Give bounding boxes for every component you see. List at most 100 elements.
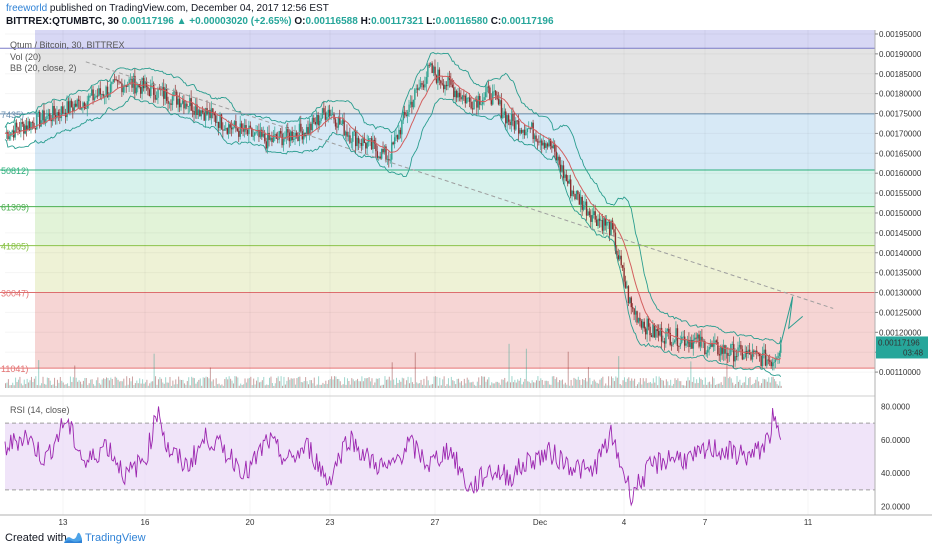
volume-bar <box>626 378 628 388</box>
volume-bar <box>690 361 692 388</box>
candle-body <box>490 99 493 105</box>
candle-body <box>740 344 742 350</box>
volume-bar <box>228 376 230 388</box>
chart-canvas[interactable]: 7435) 50812) 61309) 41805) 30047) 11041) 0.00… <box>0 30 932 528</box>
volume-indicator-label[interactable]: Vol (20) <box>10 52 41 62</box>
candle-body <box>53 105 55 116</box>
candle-body <box>683 336 686 346</box>
volume-bar <box>655 376 657 388</box>
volume-bar <box>498 382 500 388</box>
volume-bar <box>463 378 465 388</box>
volume-bar <box>308 384 309 388</box>
candle-body <box>148 89 151 96</box>
volume-bar <box>378 378 380 388</box>
candle-body <box>434 66 436 76</box>
volume-bar <box>414 352 416 388</box>
volume-bar <box>46 377 48 388</box>
volume-bar <box>602 376 604 388</box>
volume-bar <box>548 384 550 388</box>
high-label: H: <box>360 16 372 27</box>
candle-body <box>453 87 455 98</box>
candle-body <box>140 87 142 94</box>
volume-bar <box>714 385 716 388</box>
candle-body <box>709 343 712 347</box>
candle-body <box>692 339 695 349</box>
volume-bar <box>296 378 298 388</box>
candle-body <box>730 344 732 356</box>
volume-bar <box>51 385 53 388</box>
candle-body <box>503 111 506 115</box>
candle-body <box>647 318 650 327</box>
volume-bar <box>570 379 572 388</box>
candle-body <box>355 130 357 147</box>
volume-bar <box>580 384 582 388</box>
candle-body <box>541 140 543 146</box>
volume-bar <box>23 379 25 388</box>
candle-body <box>316 115 318 125</box>
volume-bar <box>134 383 136 388</box>
candle-body <box>269 137 272 140</box>
candle-body <box>326 117 328 120</box>
volume-bar <box>486 379 488 388</box>
volume-bar <box>697 382 699 388</box>
candle-body <box>24 125 26 134</box>
volume-bar <box>417 383 419 388</box>
volume-bar <box>432 384 434 388</box>
rsi-indicator-label[interactable]: RSI (14, close) <box>10 405 70 415</box>
candle-body <box>63 112 65 114</box>
candle-body <box>571 190 573 197</box>
candle-body <box>125 84 127 87</box>
volume-bar <box>469 382 471 388</box>
candle-body <box>171 96 174 105</box>
candle-body <box>30 122 32 130</box>
bb-upper-line <box>4 52 782 345</box>
candle-body <box>14 122 16 138</box>
candle-body <box>370 138 373 150</box>
volume-bar <box>182 379 184 388</box>
fib-retracement[interactable]: 7435) 50812) 61309) 41805) 30047) 11041) <box>0 30 875 374</box>
tradingview-brand[interactable]: TradingView <box>85 532 146 544</box>
bb-indicator-label[interactable]: BB (20, close, 2) <box>10 63 77 73</box>
candle-body <box>155 97 158 100</box>
volume-bar <box>240 383 242 388</box>
candle-body <box>418 87 420 90</box>
candle-body <box>193 111 195 115</box>
candle-body <box>209 110 211 119</box>
volume-bar <box>443 376 445 388</box>
candle-body <box>278 131 280 140</box>
author-link[interactable]: freeworld <box>6 3 48 14</box>
volume-bar <box>274 383 276 388</box>
volume-bar <box>576 379 578 388</box>
volume-bar <box>459 382 461 388</box>
volume-bar <box>16 381 18 388</box>
candles <box>5 59 782 371</box>
candle-body <box>102 94 104 97</box>
candle-body <box>115 79 117 81</box>
candle-body <box>287 127 289 133</box>
candle-body <box>271 137 273 143</box>
volume-bar <box>323 384 325 388</box>
candle-body <box>141 78 143 94</box>
candle-body <box>705 352 708 355</box>
candle-body <box>72 107 74 111</box>
price-tick-label: 0.00155000 <box>879 189 922 198</box>
volume-bar <box>489 385 491 388</box>
volume-bar <box>651 383 653 388</box>
candle-body <box>176 91 178 105</box>
candle-body <box>36 113 38 130</box>
candle-body <box>656 329 658 332</box>
volume-bar <box>90 379 92 388</box>
volume-bar <box>142 379 144 388</box>
volume-bar <box>645 378 647 388</box>
candle-body <box>98 88 100 97</box>
volume-bar <box>769 382 771 388</box>
publish-info: freeworld published on TradingView.com, … <box>6 3 329 14</box>
volume-bar <box>7 379 9 388</box>
volume-bar <box>528 381 530 388</box>
tradingview-logo-icon[interactable] <box>63 531 83 547</box>
volume-bar <box>49 380 51 388</box>
volume-bar <box>730 378 732 388</box>
volume-bar <box>300 381 302 388</box>
candle-body <box>366 142 368 149</box>
volume-bar <box>110 377 112 388</box>
